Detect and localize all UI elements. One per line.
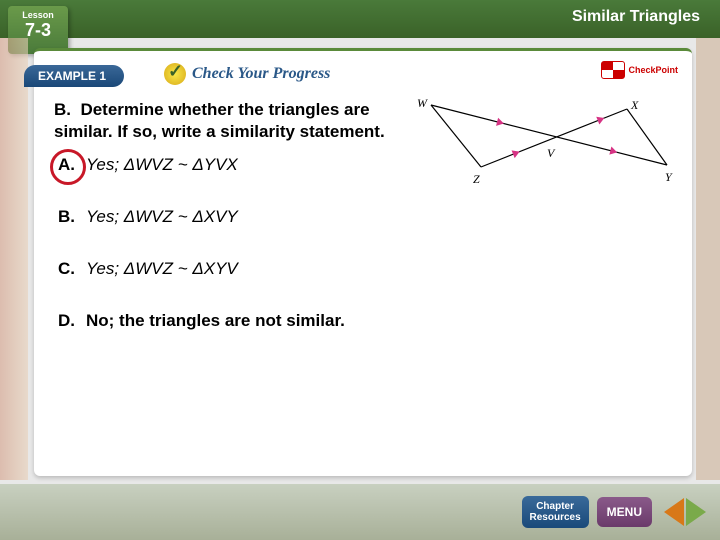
- svg-text:X: X: [630, 98, 639, 112]
- bg-right-decor: [696, 38, 720, 480]
- lesson-label: Lesson: [8, 10, 68, 20]
- next-arrow-icon[interactable]: [686, 498, 706, 526]
- choice-letter: D.: [58, 311, 75, 331]
- choice-d[interactable]: D. No; the triangles are not similar.: [58, 311, 388, 335]
- choice-b[interactable]: B. Yes; ΔWVZ ~ ΔXVY: [58, 207, 672, 231]
- choice-letter: A.: [58, 155, 75, 175]
- choice-text: No; the triangles are not similar.: [86, 311, 345, 330]
- choice-letter: C.: [58, 259, 75, 279]
- choice-text: Yes; ΔWVZ ~ ΔYVX: [86, 155, 238, 174]
- nav-arrows: [664, 498, 706, 526]
- prev-arrow-icon[interactable]: [664, 498, 684, 526]
- question-text: B. Determine whether the triangles are s…: [54, 99, 404, 143]
- footer-bar: Chapter Resources MENU: [0, 484, 720, 540]
- content-card: EXAMPLE 1 Check Your Progress CheckPoint…: [34, 48, 692, 476]
- choice-a[interactable]: A. Yes; ΔWVZ ~ ΔYVX: [58, 155, 672, 179]
- choice-c[interactable]: C. Yes; ΔWVZ ~ ΔXYV: [58, 259, 672, 283]
- choice-text: Yes; ΔWVZ ~ ΔXVY: [86, 207, 238, 226]
- question-body: Determine whether the triangles are simi…: [54, 100, 385, 141]
- page-title: Similar Triangles: [572, 8, 700, 26]
- menu-button[interactable]: MENU: [597, 497, 652, 527]
- bg-left-decor: [0, 38, 28, 480]
- svg-text:W: W: [417, 96, 428, 110]
- choice-text: Yes; ΔWVZ ~ ΔXYV: [86, 259, 238, 278]
- choice-letter: B.: [58, 207, 75, 227]
- main-content: B. Determine whether the triangles are s…: [34, 51, 692, 360]
- question-prefix: B.: [54, 100, 71, 119]
- chapter-resources-button[interactable]: Chapter Resources: [522, 496, 589, 528]
